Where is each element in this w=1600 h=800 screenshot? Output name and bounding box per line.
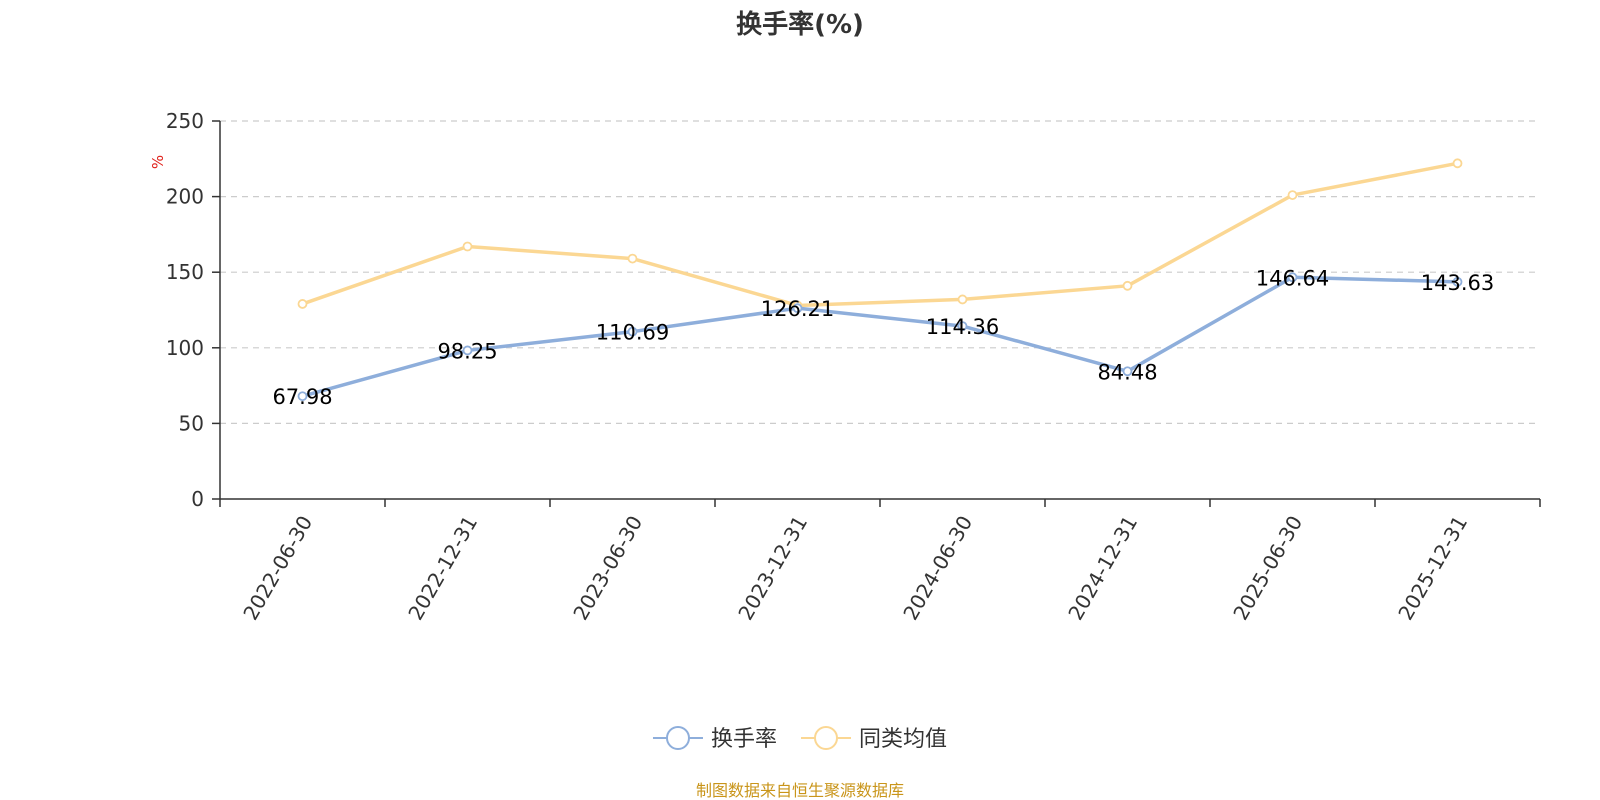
series-1-point-2 (627, 253, 638, 264)
y-tick-label-200: 200 (166, 185, 204, 209)
data-label-2: 110.69 (596, 321, 669, 345)
series-1-point-5 (1122, 280, 1133, 291)
series-0-point-0 (297, 391, 308, 402)
series-1-point-4 (957, 294, 968, 305)
x-tick-label-3: 2023-12-31 (733, 512, 812, 625)
series-0-point-7 (1452, 276, 1463, 287)
legend-circle-icon-0 (665, 726, 690, 750)
source-note: 制图数据来自恒生聚源数据库 (696, 781, 904, 800)
data-label-3: 126.21 (761, 297, 834, 321)
chart-title: 换手率(%) (736, 9, 864, 40)
x-tick-label-5: 2024-12-31 (1063, 512, 1142, 625)
x-tick-label-2: 2023-06-30 (568, 512, 647, 625)
series-0-point-3 (792, 303, 803, 314)
series-1-point-7 (1452, 158, 1463, 169)
gridlines (220, 120, 1540, 424)
series-1-point-1 (462, 241, 473, 252)
series-0-point-6 (1287, 272, 1298, 283)
x-tick-label-4: 2024-06-30 (898, 512, 977, 625)
y-tick-label-50: 50 (179, 411, 204, 435)
x-tick-label-7: 2025-12-31 (1393, 512, 1472, 625)
data-label-0: 67.98 (272, 385, 332, 409)
series-line-1 (300, 161, 1460, 308)
series-1-point-6 (1287, 190, 1298, 200)
legend-label-0: 换手率 (711, 727, 777, 752)
legend[interactable]: 换手率 同类均值 (652, 726, 947, 752)
legend-label-1: 同类均值 (859, 727, 947, 752)
data-label-7: 143.63 (1421, 271, 1494, 295)
data-label-6: 146.64 (1256, 266, 1329, 290)
legend-item-0[interactable]: 换手率 (652, 726, 777, 752)
y-tick-label-0: 0 (191, 487, 204, 511)
data-labels: 67.98 98.25 110.69 126.21 114.36 84.48 146.64 1… (272, 266, 1494, 409)
x-tick-label-1: 2022-12-31 (403, 512, 482, 625)
series-0-point-4 (957, 321, 968, 331)
y-tick-label-250: 250 (166, 109, 204, 133)
series-0-point-5 (1122, 366, 1133, 377)
series-0-point-1 (462, 345, 473, 356)
data-label-4: 114.36 (926, 315, 999, 339)
y-tick-label-150: 150 (166, 260, 204, 284)
series-1-point-0 (297, 299, 308, 309)
data-label-1: 98.25 (437, 339, 497, 363)
x-tick-label-0: 2022-06-30 (238, 512, 317, 625)
y-axis-unit-label: % (149, 155, 167, 169)
legend-item-1[interactable]: 同类均值 (801, 726, 947, 752)
data-label-5: 84.48 (1097, 360, 1157, 384)
y-tick-label-100: 100 (166, 336, 204, 360)
x-tick-label-6: 2025-06-30 (1228, 512, 1307, 625)
series-line-0 (300, 275, 1460, 398)
legend-circle-icon-1 (814, 726, 838, 750)
series-layer (297, 158, 1463, 402)
series-0-point-2 (627, 326, 638, 337)
